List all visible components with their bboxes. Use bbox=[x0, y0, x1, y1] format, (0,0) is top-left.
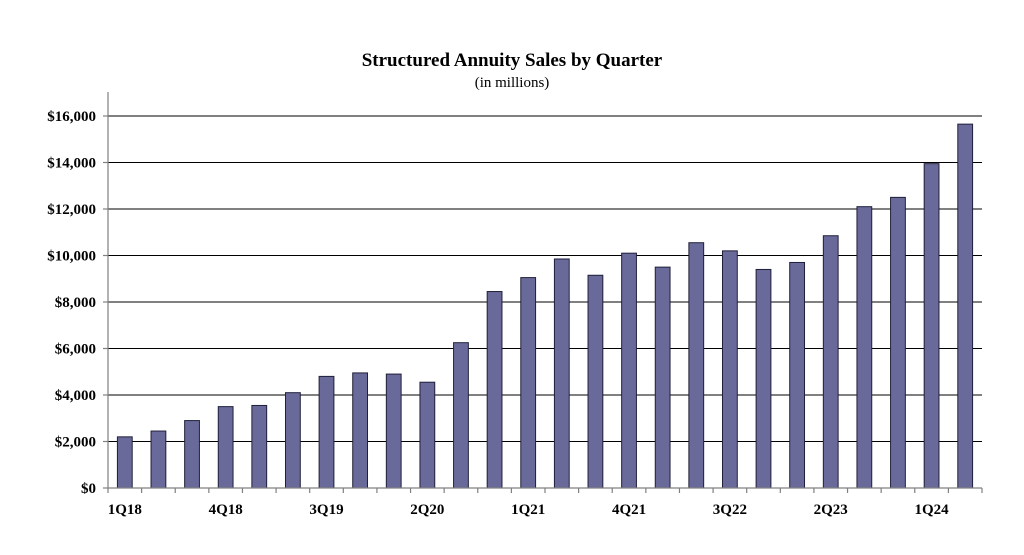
bar-1q19 bbox=[251, 404, 268, 489]
bar-4q21 bbox=[621, 252, 637, 489]
bar-1q22 bbox=[654, 266, 671, 489]
bar-2q20 bbox=[419, 381, 436, 489]
x-axis-ticks: 1Q18 4Q18 3Q19 2Q20 1Q21 4Q21 3Q22 2Q23 1Q24 bbox=[107, 488, 983, 518]
bar-4q18 bbox=[217, 406, 234, 489]
bar-4q22 bbox=[755, 268, 772, 489]
bar-4q23 bbox=[890, 196, 906, 489]
bar-2q21 bbox=[553, 258, 570, 489]
y-tick-label: $0 bbox=[81, 481, 96, 497]
x-tick-label: 3Q22 bbox=[713, 502, 747, 518]
y-axis-ticks: $0 $2,000 $4,000 $6,000 $8,000 $10,000 $12,000… bbox=[47, 109, 108, 497]
x-tick-label: 4Q21 bbox=[612, 502, 646, 518]
y-tick-label: $2,000 bbox=[55, 435, 96, 451]
bar-1q24 bbox=[923, 163, 940, 489]
bar-3q19 bbox=[318, 375, 335, 489]
x-tick-label: 2Q20 bbox=[410, 502, 444, 518]
bar-2q22 bbox=[688, 242, 705, 489]
bar-1q21 bbox=[520, 277, 537, 489]
y-tick-label: $8,000 bbox=[55, 295, 96, 311]
y-tick-label: $4,000 bbox=[55, 388, 96, 404]
bar-4q20 bbox=[486, 291, 503, 489]
axes bbox=[107, 92, 982, 489]
chart-subtitle: (in millions) bbox=[475, 75, 550, 91]
y-tick-label: $16,000 bbox=[47, 109, 96, 125]
x-tick-label: 1Q21 bbox=[511, 502, 545, 518]
bar-1q20 bbox=[385, 373, 402, 489]
bar-2q18 bbox=[150, 430, 167, 489]
x-tick-label: 2Q23 bbox=[814, 502, 848, 518]
y-tick-label: $14,000 bbox=[47, 156, 96, 172]
bar-2q19 bbox=[284, 392, 301, 489]
bar-2q23 bbox=[822, 235, 839, 489]
chart-title: Structured Annuity Sales by Quarter bbox=[362, 50, 663, 71]
bar-1q18 bbox=[116, 436, 133, 489]
bar-3q18 bbox=[184, 420, 200, 489]
y-tick-label: $12,000 bbox=[47, 202, 96, 218]
bar-3q20 bbox=[453, 342, 469, 489]
bar-4q19 bbox=[352, 372, 369, 489]
bar-2q24 bbox=[957, 123, 974, 489]
bar-3q23 bbox=[856, 206, 873, 489]
y-tick-label: $10,000 bbox=[47, 249, 96, 265]
x-tick-label: 4Q18 bbox=[209, 502, 243, 518]
y-tick-label: $6,000 bbox=[55, 342, 96, 358]
bar-1q23 bbox=[789, 261, 806, 489]
x-tick-label: 1Q24 bbox=[914, 502, 949, 518]
gridlines bbox=[108, 115, 982, 442]
bar-3q21 bbox=[587, 274, 604, 489]
bar-3q22 bbox=[721, 250, 738, 489]
bars bbox=[116, 123, 974, 489]
x-tick-label: 3Q19 bbox=[309, 502, 343, 518]
x-tick-label: 1Q18 bbox=[108, 502, 142, 518]
